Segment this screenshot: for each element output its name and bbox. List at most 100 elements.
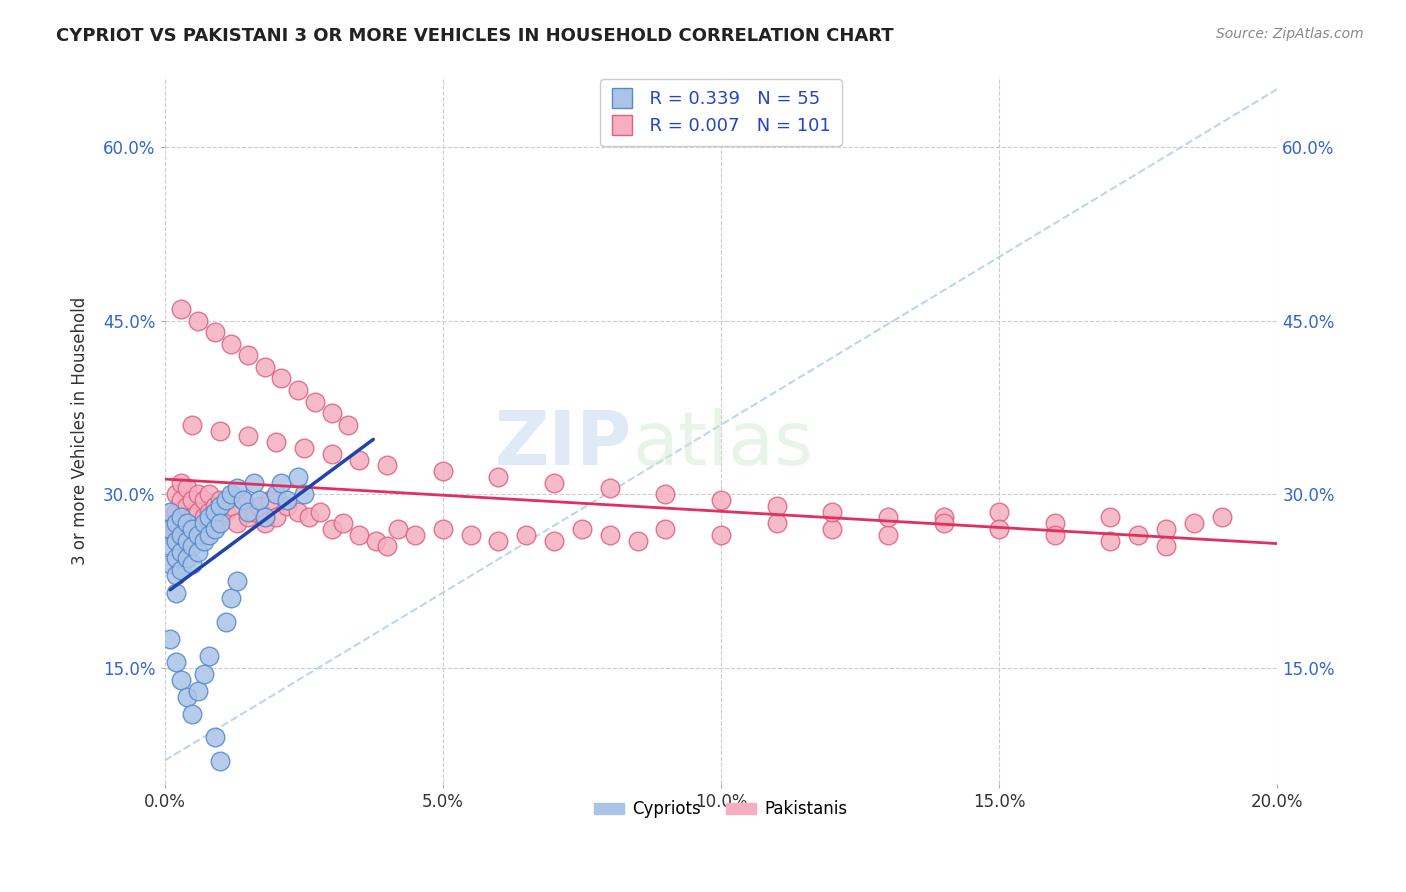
Point (176, 499, 198, 513)
Point (337, 417, 360, 432)
Point (215, 505, 238, 519)
Point (270, 371, 292, 385)
Point (932, 516, 955, 531)
Point (165, 585, 187, 599)
Point (232, 493, 254, 508)
Point (821, 505, 844, 519)
Point (404, 528, 426, 542)
Point (170, 562, 193, 576)
Point (221, 591, 243, 606)
Point (1099, 510, 1122, 524)
Point (159, 557, 181, 571)
Point (877, 510, 900, 524)
Point (349, 528, 371, 542)
Point (165, 505, 187, 519)
Point (226, 516, 249, 531)
Point (264, 510, 287, 524)
Point (287, 505, 309, 519)
Point (599, 482, 621, 496)
Point (181, 510, 204, 524)
Point (276, 499, 298, 513)
Point (209, 424, 232, 438)
Point (543, 475, 565, 490)
Point (259, 493, 281, 508)
Point (159, 528, 181, 542)
Point (287, 383, 309, 397)
Point (159, 522, 181, 536)
Point (187, 545, 209, 559)
Point (1099, 533, 1122, 548)
Point (571, 522, 593, 536)
Point (170, 510, 193, 524)
Point (209, 516, 232, 531)
Point (204, 325, 226, 339)
Point (236, 505, 259, 519)
Point (292, 487, 315, 501)
Point (209, 499, 232, 513)
Point (236, 429, 259, 443)
Point (204, 731, 226, 745)
Point (181, 522, 204, 536)
Point (432, 522, 454, 536)
Y-axis label: 3 or more Vehicles in Household: 3 or more Vehicles in Household (72, 296, 89, 565)
Point (1043, 516, 1066, 531)
Point (710, 493, 733, 508)
Point (170, 673, 193, 687)
Point (364, 533, 387, 548)
Point (193, 666, 215, 681)
Point (204, 522, 226, 536)
Point (543, 533, 565, 548)
Text: Source: ZipAtlas.com: Source: ZipAtlas.com (1216, 27, 1364, 41)
Point (165, 655, 187, 669)
Point (332, 516, 354, 531)
Point (170, 528, 193, 542)
Point (187, 505, 209, 519)
Point (460, 528, 482, 542)
Point (1211, 510, 1233, 524)
Text: CYPRIOT VS PAKISTANI 3 OR MORE VEHICLES IN HOUSEHOLD CORRELATION CHART: CYPRIOT VS PAKISTANI 3 OR MORE VEHICLES … (56, 27, 894, 45)
Point (176, 516, 198, 531)
Point (176, 516, 198, 531)
Point (488, 533, 510, 548)
Point (321, 447, 343, 461)
Point (654, 487, 676, 501)
Point (209, 510, 232, 524)
Point (176, 551, 198, 566)
Point (159, 540, 181, 554)
Point (165, 522, 187, 536)
Point (165, 487, 187, 501)
Point (198, 649, 221, 664)
Point (375, 458, 398, 473)
Point (159, 510, 181, 524)
Point (170, 545, 193, 559)
Point (309, 505, 332, 519)
Point (176, 533, 198, 548)
Point (198, 528, 221, 542)
Point (209, 493, 232, 508)
Point (187, 528, 209, 542)
Point (209, 754, 232, 768)
Point (247, 493, 270, 508)
Point (988, 522, 1011, 536)
Point (1182, 516, 1205, 531)
Point (159, 632, 181, 646)
Point (198, 487, 221, 501)
Point (626, 533, 648, 548)
Text: ZIP: ZIP (495, 409, 633, 481)
Point (159, 505, 181, 519)
Point (988, 505, 1011, 519)
Point (176, 482, 198, 496)
Point (253, 359, 276, 374)
Point (321, 406, 343, 420)
Point (292, 441, 315, 455)
Point (1043, 528, 1066, 542)
Point (165, 568, 187, 582)
Point (170, 510, 193, 524)
Point (181, 528, 204, 542)
Point (232, 493, 254, 508)
Point (247, 499, 270, 513)
Point (1154, 540, 1177, 554)
Point (1128, 528, 1150, 542)
Point (599, 528, 621, 542)
Point (170, 528, 193, 542)
